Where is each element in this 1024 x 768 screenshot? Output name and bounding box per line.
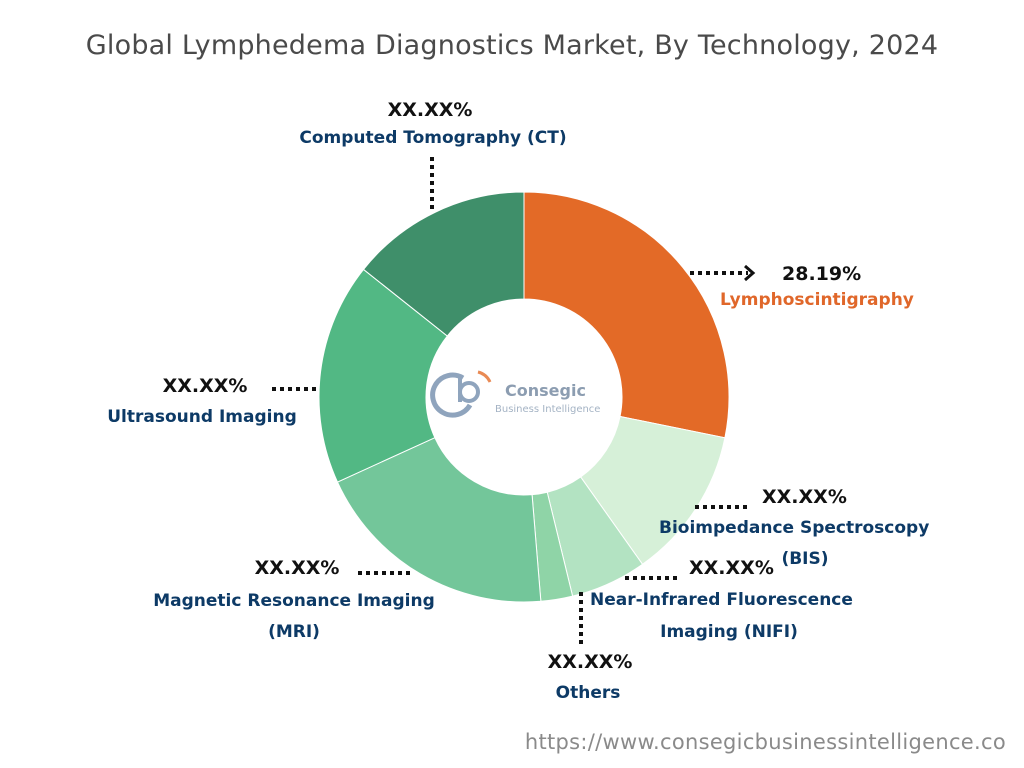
leader-arrow-lymphoscintigraphy xyxy=(744,264,756,282)
category-label-bioimpedance-spectroscopy-bis: Bioimpedance Spectroscopy xyxy=(659,518,929,538)
category-label-ultrasound-imaging: Ultrasound Imaging xyxy=(107,407,296,427)
category-label-lymphoscintigraphy: Lymphoscintigraphy xyxy=(720,290,914,310)
center-logo: Consegic Business Intelligence xyxy=(430,370,600,418)
category-label-near-infrared-fluorescence-imaging-nifi: Imaging (NIFI) xyxy=(660,622,798,642)
source-url[interactable]: https://www.consegicbusinessintelligence… xyxy=(524,730,1006,754)
slice-lymphoscintigraphy[interactable] xyxy=(523,191,730,439)
category-label-computed-tomography-ct: Computed Tomography (CT) xyxy=(299,128,566,148)
value-label-others: XX.XX% xyxy=(548,651,633,673)
slice-magnetic-resonance-imaging-mri[interactable] xyxy=(336,437,542,603)
chart-title: Global Lymphedema Diagnostics Market, By… xyxy=(85,30,939,61)
value-label-magnetic-resonance-imaging-mri: XX.XX% xyxy=(255,557,340,579)
slice-ultrasound-imaging[interactable] xyxy=(318,268,448,483)
value-label-lymphoscintigraphy: 28.19% xyxy=(782,263,861,285)
donut-slices xyxy=(318,191,730,603)
value-label-near-infrared-fluorescence-imaging-nifi: XX.XX% xyxy=(689,557,774,579)
value-label-bioimpedance-spectroscopy-bis: XX.XX% xyxy=(762,486,847,508)
logo-name: Consegic xyxy=(505,381,586,400)
logo-icon xyxy=(430,370,492,418)
value-label-ultrasound-imaging: XX.XX% xyxy=(163,375,248,397)
category-label-magnetic-resonance-imaging-mri: Magnetic Resonance Imaging xyxy=(153,591,435,611)
slice-labels: 28.19% Lymphoscintigraphy XX.XX% Bioimpedan… xyxy=(107,99,929,703)
category-label-bioimpedance-spectroscopy-bis: (BIS) xyxy=(781,549,828,569)
category-label-magnetic-resonance-imaging-mri: (MRI) xyxy=(268,622,320,642)
slice-computed-tomography-ct[interactable] xyxy=(362,191,525,337)
logo-tagline: Business Intelligence xyxy=(495,404,600,415)
value-label-computed-tomography-ct: XX.XX% xyxy=(388,99,473,121)
category-label-near-infrared-fluorescence-imaging-nifi: Near-Infrared Fluorescence xyxy=(590,590,853,610)
category-label-others: Others xyxy=(556,683,621,703)
